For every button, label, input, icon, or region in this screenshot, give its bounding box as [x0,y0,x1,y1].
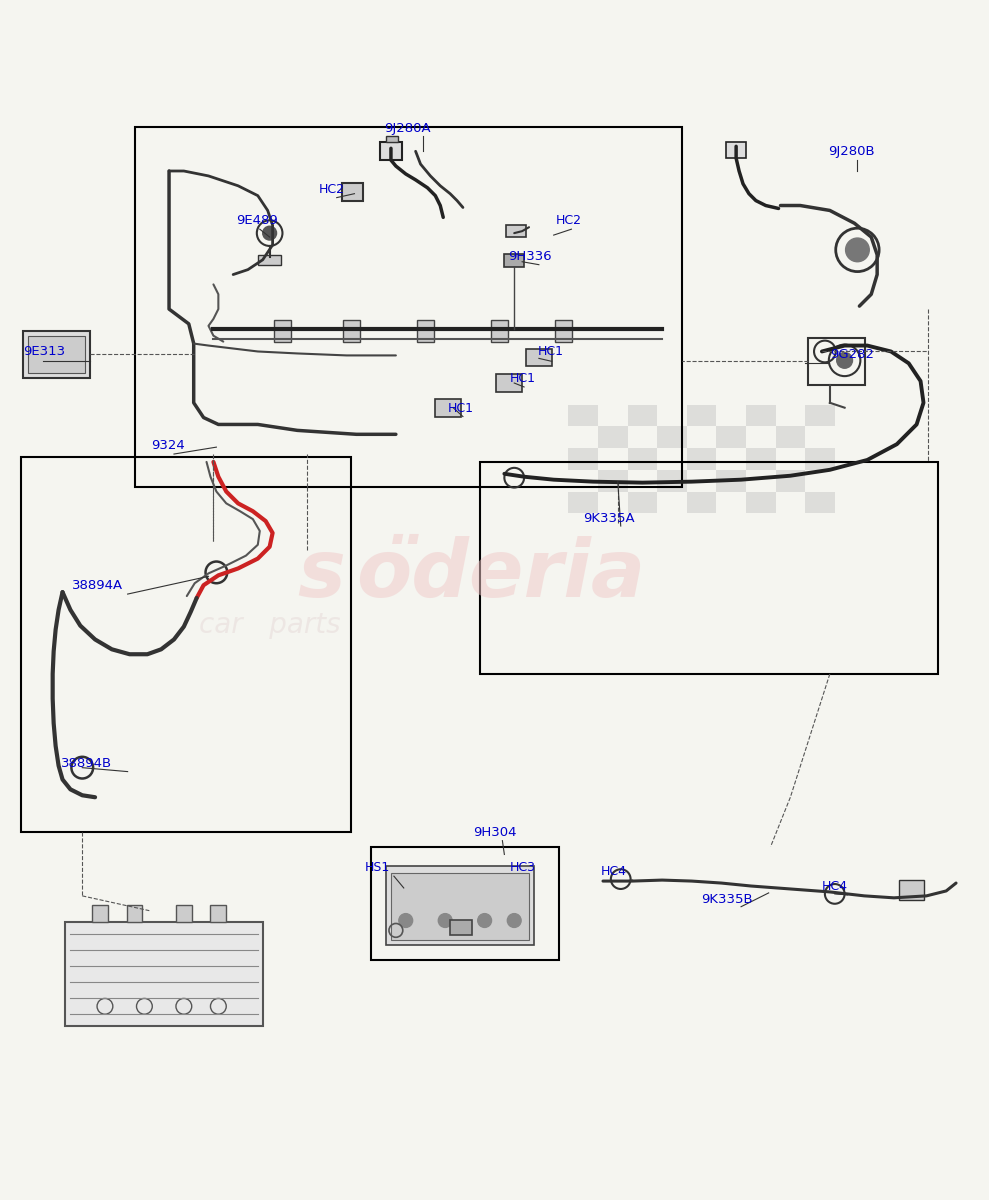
Text: 9324: 9324 [151,439,185,452]
Bar [899,880,924,900]
Text: öderia: öderia [356,536,646,614]
Bar [569,404,598,426]
Text: HC2: HC2 [318,182,345,196]
Text: HC4: HC4 [822,880,848,893]
Bar [450,919,472,935]
Text: HC1: HC1 [538,346,564,359]
Bar [341,182,363,200]
Bar [805,492,835,514]
Bar [21,457,351,832]
Bar [598,470,628,492]
Text: HC3: HC3 [509,862,535,874]
Bar [775,470,805,492]
Text: 38894A: 38894A [72,580,124,592]
Bar [28,336,85,373]
Bar [342,320,360,342]
Circle shape [478,913,492,928]
Bar [808,337,865,385]
Bar [258,254,282,265]
Text: 9J280B: 9J280B [828,145,874,158]
Text: 9K335B: 9K335B [701,893,754,906]
Circle shape [438,913,452,928]
Bar [176,905,192,923]
Text: 38894B: 38894B [60,757,112,769]
Bar [496,374,522,392]
Bar [491,320,508,342]
Bar [526,348,552,366]
Circle shape [846,238,869,262]
Text: HS1: HS1 [364,862,390,874]
Bar [92,905,108,923]
Text: 9H336: 9H336 [508,250,552,263]
Bar [746,492,775,514]
Text: 9G282: 9G282 [830,348,874,361]
Text: s: s [298,536,345,614]
Bar [135,127,681,486]
Bar [386,137,398,143]
Bar [416,320,434,342]
Text: HC4: HC4 [601,865,627,878]
Bar [628,492,658,514]
Bar [805,448,835,470]
Bar [628,448,658,470]
Text: HC1: HC1 [448,402,474,414]
Bar [686,492,716,514]
Circle shape [263,227,277,240]
Bar [598,426,628,448]
Bar [127,905,142,923]
Bar [23,331,90,378]
Bar [658,470,686,492]
Text: 9E313: 9E313 [23,346,65,359]
Bar [746,448,775,470]
Bar [504,254,524,266]
Text: HC1: HC1 [509,372,535,385]
Bar [506,226,526,238]
Bar [726,143,746,158]
Text: 9K335A: 9K335A [584,512,635,526]
Text: 9H304: 9H304 [473,826,516,839]
Bar [805,404,835,426]
Bar [569,492,598,514]
Bar [686,448,716,470]
Bar [435,398,461,416]
Bar [746,404,775,426]
Circle shape [837,353,853,368]
Bar [716,426,746,448]
Circle shape [399,913,412,928]
Text: HC2: HC2 [556,215,582,227]
Text: 9E489: 9E489 [236,215,278,227]
Bar [65,923,263,1026]
Bar [555,320,573,342]
Bar [569,448,598,470]
Bar [628,404,658,426]
Bar [371,846,559,960]
Circle shape [507,913,521,928]
Text: 9J280A: 9J280A [384,121,430,134]
Bar [658,426,686,448]
Bar [391,874,529,941]
Text: car   parts: car parts [199,611,340,638]
Bar [274,320,292,342]
Bar [716,470,746,492]
Bar [380,143,402,160]
Bar [686,404,716,426]
Bar [211,905,226,923]
Bar [386,866,534,946]
Bar [480,462,939,674]
Bar [775,426,805,448]
